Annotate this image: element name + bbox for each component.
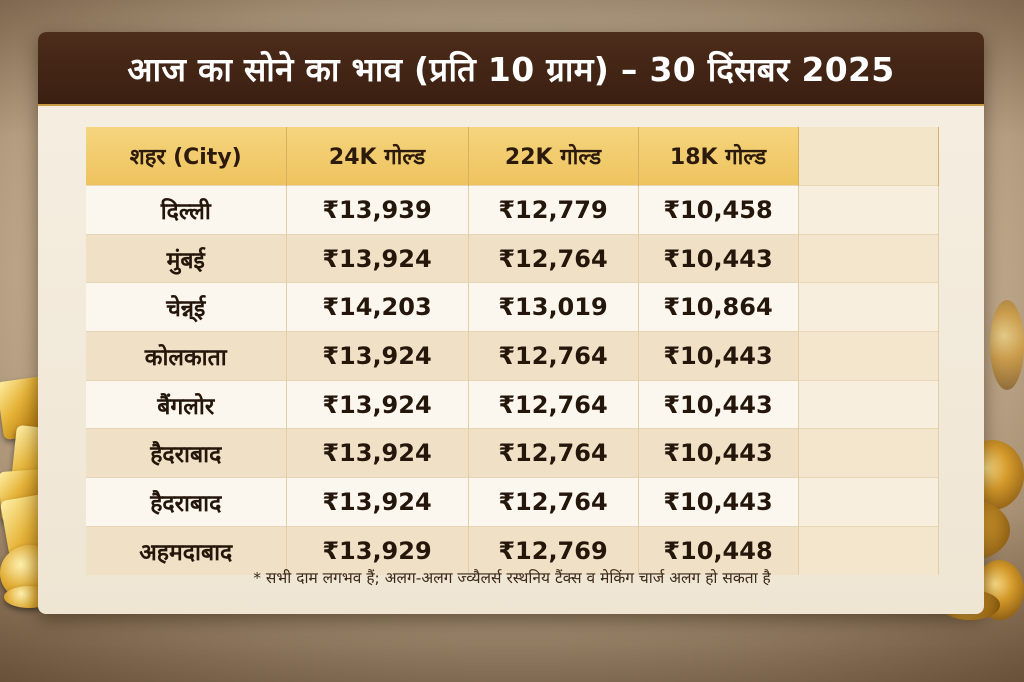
table-row: बैंगलोर ₹13,924 ₹12,764 ₹10,443 [86,379,939,429]
rate-24k-cell: ₹13,924 [286,428,469,478]
city-cell: हैदराबाद [86,477,287,527]
city-cell: मुंबई [86,233,287,283]
rate-18k-cell: ₹10,443 [638,233,799,283]
rate-24k-cell: ₹14,203 [286,282,469,332]
table-row: कोलकाता ₹13,924 ₹12,764 ₹10,443 [86,331,939,381]
rate-24k-cell: ₹13,929 [286,525,469,575]
rate-24k-cell: ₹13,924 [286,331,469,381]
blank-cell [798,525,939,575]
city-cell: बैंगलोर [86,379,287,429]
rate-24k-cell: ₹13,939 [286,185,469,235]
city-cell: चेन्न्ई [86,282,287,332]
rate-22k-cell: ₹12,779 [468,185,639,235]
city-cell: कोलकाता [86,331,287,381]
table-header-row: शहर (City) 24K गोल्ड 22K गोल्ड 18K गोल्ड [86,127,939,186]
blank-cell [798,477,939,527]
rate-22k-cell: ₹12,764 [468,428,639,478]
table-row: हैदराबाद ₹13,924 ₹12,764 ₹10,443 [86,477,939,527]
column-header-18k: 18K गोल्ड [638,127,799,186]
city-cell: हैदराबाद [86,428,287,478]
rate-18k-cell: ₹10,443 [638,428,799,478]
rate-22k-cell: ₹12,769 [468,525,639,575]
rate-18k-cell: ₹10,864 [638,282,799,332]
gold-rate-table: शहर (City) 24K गोल्ड 22K गोल्ड 18K गोल्ड… [86,127,939,575]
table-row: चेन्न्ई ₹14,203 ₹13,019 ₹10,864 [86,282,939,332]
blank-cell [798,428,939,478]
column-header-24k: 24K गोल्ड [286,127,469,186]
blank-cell [798,233,939,283]
table-row: हैदराबाद ₹13,924 ₹12,764 ₹10,443 [86,428,939,478]
blank-cell [798,185,939,235]
page-title: आज का सोने का भाव (प्रति 10 ग्राम) – 30 … [127,49,895,89]
blank-cell [798,282,939,332]
rate-18k-cell: ₹10,443 [638,379,799,429]
rate-18k-cell: ₹10,443 [638,477,799,527]
rate-24k-cell: ₹13,924 [286,477,469,527]
rate-18k-cell: ₹10,443 [638,331,799,381]
rate-22k-cell: ₹12,764 [468,477,639,527]
table-row: दिल्ली ₹13,939 ₹12,779 ₹10,458 [86,185,939,235]
title-bar: आज का सोने का भाव (प्रति 10 ग्राम) – 30 … [38,32,984,106]
table-row: अहमदाबाद ₹13,929 ₹12,769 ₹10,448 [86,525,939,575]
city-cell: दिल्ली [86,185,287,235]
rate-24k-cell: ₹13,924 [286,379,469,429]
rate-22k-cell: ₹12,764 [468,233,639,283]
rate-22k-cell: ₹12,764 [468,331,639,381]
column-header-blank [798,127,939,186]
city-cell: अहमदाबाद [86,525,287,575]
blank-cell [798,331,939,381]
rate-18k-cell: ₹10,448 [638,525,799,575]
footnote: * सभी दाम लगभव हैं; अलग-अलग ज्व्यैलर्स र… [253,569,771,587]
rate-22k-cell: ₹13,019 [468,282,639,332]
column-header-city: शहर (City) [86,127,287,186]
table-row: मुंबई ₹13,924 ₹12,764 ₹10,443 [86,233,939,283]
column-header-22k: 22K गोल्ड [468,127,639,186]
rate-18k-cell: ₹10,458 [638,185,799,235]
blank-cell [798,379,939,429]
rate-22k-cell: ₹12,764 [468,379,639,429]
rate-24k-cell: ₹13,924 [286,233,469,283]
